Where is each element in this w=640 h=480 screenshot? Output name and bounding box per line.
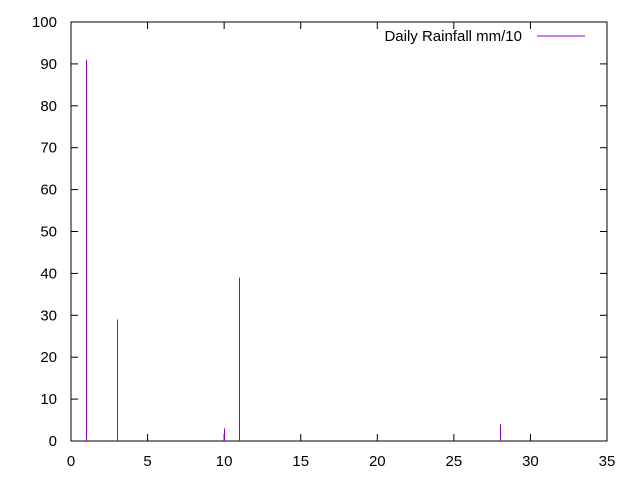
y-tick-label: 90 <box>40 56 57 73</box>
x-tick-label: 30 <box>522 453 539 470</box>
x-tick-label: 35 <box>599 453 616 470</box>
y-tick-label: 80 <box>40 98 57 115</box>
y-tick-label: 100 <box>32 14 57 31</box>
axis-ticks <box>70 21 608 442</box>
y-tick-label: 60 <box>40 182 57 199</box>
plot-frame <box>70 21 608 442</box>
y-tick-label: 40 <box>40 265 57 282</box>
y-tick-label: 30 <box>40 307 57 324</box>
y-tick-label: 0 <box>49 433 57 450</box>
x-tick-label: 10 <box>216 453 233 470</box>
y-tick-label: 70 <box>40 140 57 157</box>
legend: Daily Rainfall mm/10 <box>384 28 585 45</box>
x-tick-label: 25 <box>446 453 463 470</box>
x-tick-label: 5 <box>143 453 151 470</box>
y-tick-label: 50 <box>40 224 57 241</box>
y-tick-label: 10 <box>40 391 57 408</box>
x-tick-label: 0 <box>67 453 75 470</box>
legend-label: Daily Rainfall mm/10 <box>384 28 522 45</box>
series-impulses <box>86 59 501 441</box>
x-tick-label: 15 <box>292 453 309 470</box>
y-tick-label: 20 <box>40 349 57 366</box>
x-axis-tick-labels: 0 5 10 15 20 25 30 35 <box>67 453 616 470</box>
x-tick-label: 20 <box>369 453 386 470</box>
y-axis-tick-labels: 0 10 20 30 40 50 60 70 80 90 100 <box>32 14 57 450</box>
